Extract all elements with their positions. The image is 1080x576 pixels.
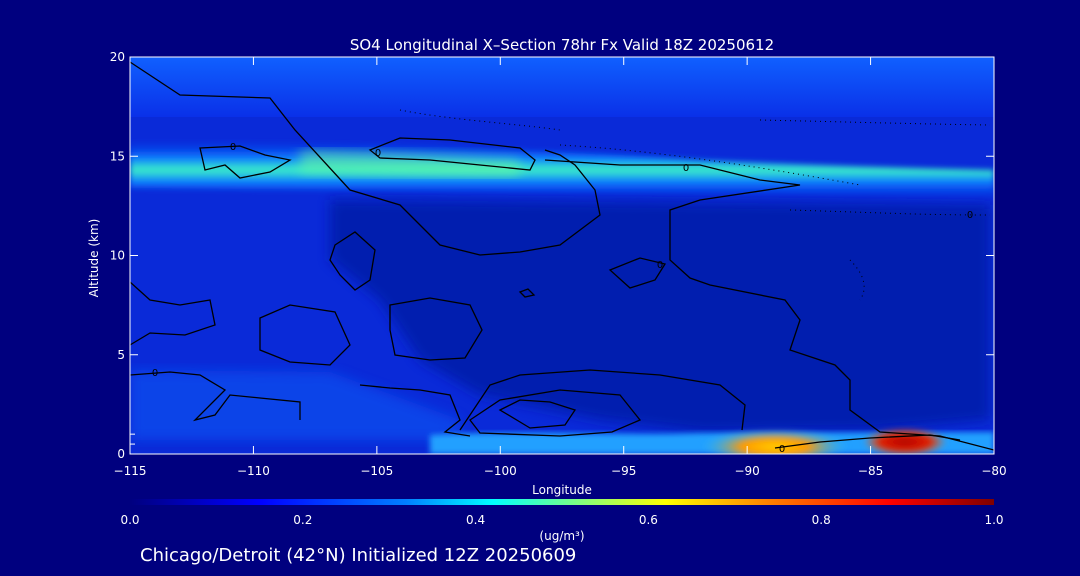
contour-label: 0 <box>967 210 973 221</box>
colorbar-tick-label: 0.2 <box>293 513 312 527</box>
x-tick-label: −115 <box>114 464 147 478</box>
upper-band-core <box>300 150 520 176</box>
y-axis-label: Altitude (km) <box>87 219 101 298</box>
x-tick-label: −100 <box>484 464 517 478</box>
contour-label: 0 <box>657 260 663 271</box>
x-tick-label: −110 <box>237 464 270 478</box>
contour-label: 0 <box>779 444 785 455</box>
x-axis: −115 −110 −105 −100 −95 −90 −85 −80 <box>114 57 1007 478</box>
contour-label: 0 <box>152 368 158 379</box>
x-tick-label: −90 <box>734 464 759 478</box>
contour-labels: 0 0 0 0 0 0 0 <box>152 142 973 455</box>
dotted-contours <box>399 109 991 301</box>
x-tick-label: −80 <box>981 464 1006 478</box>
y-tick-label: 15 <box>110 149 125 163</box>
footer-caption: Chicago/Detroit (42°N) Initialized 12Z 2… <box>140 545 576 566</box>
chart-title: SO4 Longitudinal X–Section 78hr Fx Valid… <box>350 36 774 54</box>
colorbar-tick-label: 0.4 <box>466 513 485 527</box>
contour-lines <box>130 61 994 451</box>
colorbar-tick-label: 0.8 <box>812 513 831 527</box>
hotspot-east <box>863 428 947 454</box>
colorbar-tick-label: 0.0 <box>120 513 139 527</box>
y-tick-label: 0 <box>117 447 125 461</box>
x-tick-label: −85 <box>858 464 883 478</box>
colorbar-tick-label: 1.0 <box>984 513 1003 527</box>
colorbar-ticks: 0.0 0.2 0.4 0.6 0.8 1.0 <box>120 513 1003 527</box>
colorbar-units-label: (ug/m³) <box>539 529 584 543</box>
y-tick-label: 10 <box>110 249 125 263</box>
contour-label: 0 <box>230 142 236 153</box>
contour-label: 0 <box>375 148 381 159</box>
upper-layer <box>130 57 994 117</box>
y-tick-label: 5 <box>117 348 125 362</box>
x-axis-label: Longitude <box>532 483 592 497</box>
hotspot-west <box>700 425 850 454</box>
y-axis: 0 5 10 15 20 <box>110 50 994 461</box>
contour-label: 0 <box>683 163 689 174</box>
colorbar <box>130 499 994 505</box>
x-tick-label: −95 <box>611 464 636 478</box>
y-tick-label: 20 <box>110 50 125 64</box>
colorbar-tick-label: 0.6 <box>639 513 658 527</box>
low-left-region <box>130 370 460 440</box>
plot-area: 0 0 0 0 0 0 0 <box>130 57 994 455</box>
mid-dark-region <box>330 200 990 432</box>
x-tick-label: −105 <box>360 464 393 478</box>
